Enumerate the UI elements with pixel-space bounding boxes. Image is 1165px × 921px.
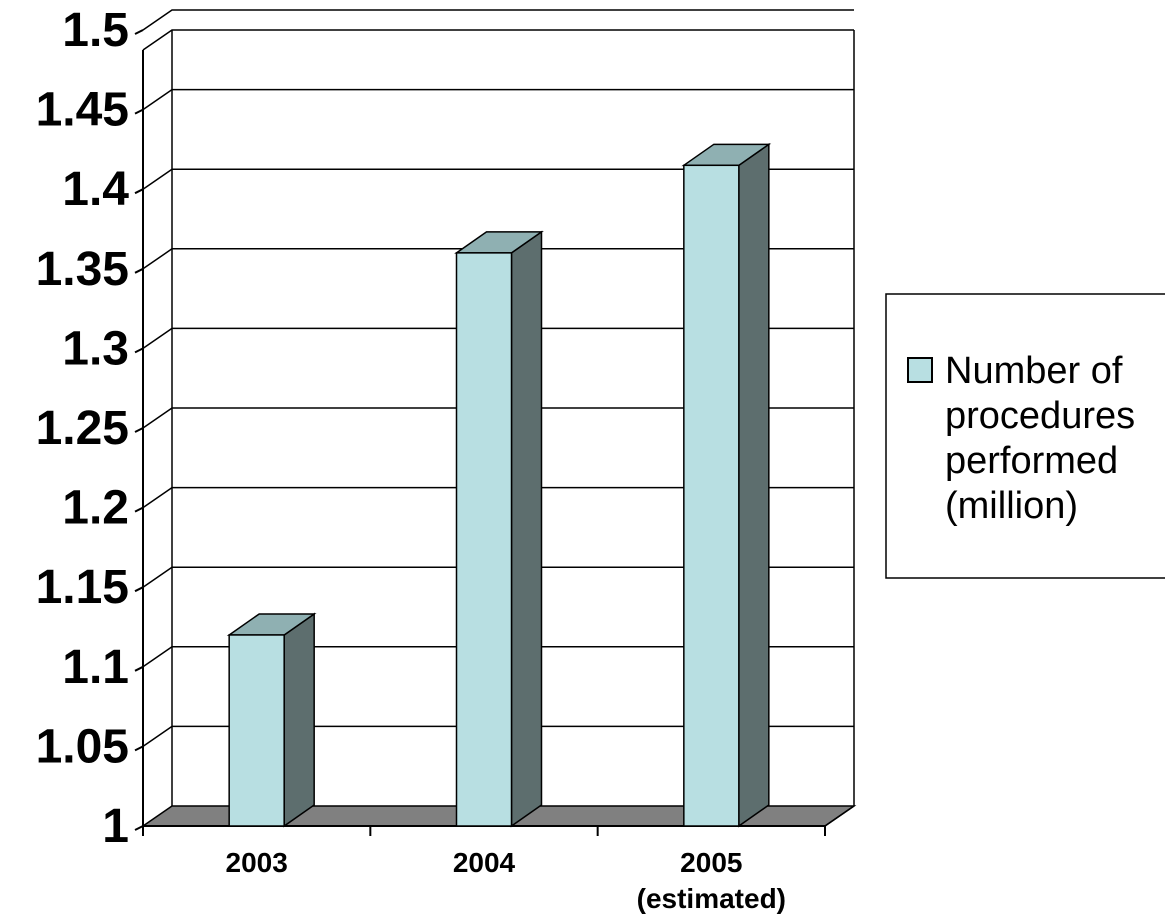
bar-side [510,230,543,828]
floor-right-edge [824,805,855,827]
y-tick-label: 1.15 [36,561,129,614]
legend-label: (million) [945,485,1078,527]
gridline [142,646,854,668]
y-tick-label: 1.1 [62,641,129,694]
y-tick-label: 1.3 [62,322,129,375]
x-tick-label: 2003 [226,847,288,878]
y-tick-mark [134,108,144,115]
y-tick-mark [134,665,144,672]
legend-label: procedures [945,395,1135,437]
y-tick-mark [134,506,144,513]
y-tick-label: 1.05 [36,720,129,773]
y-tick-label: 1.5 [62,4,129,57]
y-tick-labels: 1 1.05 1.1 1.15 1.2 1.25 1.3 1.35 1.4 1.45 1.5 [36,4,130,853]
y-tick-label: 1.25 [36,402,129,455]
x-tick-label: 2004 [453,847,516,878]
bar-side [738,142,770,828]
y-tick-label: 1.35 [36,243,129,296]
y-tick-mark [134,745,144,752]
wall-top-edge [142,29,854,51]
legend-swatch [907,357,933,383]
x-tick-labels: 2003 2004 2005 (estimated) [226,847,787,914]
legend-label: Number of [945,350,1123,392]
gridline [142,566,854,588]
legend-label: performed [945,440,1118,482]
y-tick-label: 1.2 [62,482,129,535]
x-tick-label: 2005 [680,847,742,878]
gridline [142,486,854,509]
gridline [142,168,854,190]
gridline [142,407,854,429]
gridline [142,248,854,270]
bar [226,612,317,828]
y-tick-mark [134,347,144,354]
bars [226,142,772,828]
y-tick-mark [134,267,144,274]
y-tick-mark [134,825,144,831]
bar-front [228,634,285,827]
gridline [142,725,854,748]
gridline [142,9,854,31]
gridline [142,327,854,350]
y-tick-mark [134,586,144,593]
y-tick-label: 1 [102,800,129,853]
gridline [142,88,854,111]
gridlines [142,9,854,748]
chart-walls [142,29,855,806]
y-tick-label: 1.45 [36,84,129,137]
bar-side [283,612,315,828]
bar [681,142,772,828]
y-tick-mark [134,29,144,35]
y-tick-label: 1.4 [62,163,129,216]
y-tick-mark [134,427,144,433]
bar-front [455,252,513,827]
bar [454,230,544,828]
legend-box [885,293,1165,579]
y-tick-mark [134,188,144,195]
x-tick-label: (estimated) [637,883,786,914]
bar-front [683,164,740,827]
